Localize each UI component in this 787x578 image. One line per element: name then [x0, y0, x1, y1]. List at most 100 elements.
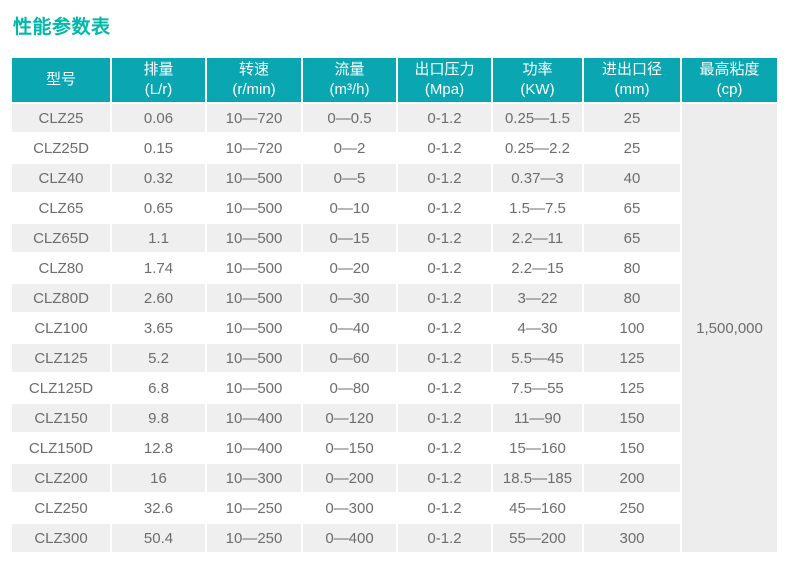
table-header-row: 型号 排量 (L/r) 转速 (r/min) 流量 (m³/h) 出口压力 (Mpa) 功率 (KW… [12, 58, 777, 102]
table-cell: 65 [584, 194, 680, 222]
column-header-model: 型号 [12, 58, 110, 102]
table-cell: 0—60 [303, 344, 396, 372]
table-cell: 5.2 [112, 344, 205, 372]
table-cell: 11—90 [493, 404, 582, 432]
table-cell: 10—500 [207, 344, 301, 372]
column-header-unit: (r/min) [232, 81, 276, 98]
page-title: 性能参数表 [13, 17, 111, 38]
table-cell: 0.37—3 [493, 164, 582, 192]
column-header-unit: (m³/h) [329, 81, 370, 98]
table-cell: 2.2—11 [493, 224, 582, 252]
column-header-displacement: 排量 (L/r) [112, 58, 205, 102]
table-cell: 45—160 [493, 494, 582, 522]
table-cell: 10—500 [207, 284, 301, 312]
table-cell: 3—22 [493, 284, 582, 312]
table-cell: 12.8 [112, 434, 205, 462]
table-cell: 0—30 [303, 284, 396, 312]
table-cell: 125 [584, 344, 680, 372]
table-cell: 15—160 [493, 434, 582, 462]
model-cell: CLZ80D [12, 284, 110, 312]
model-cell: CLZ300 [12, 524, 110, 552]
max-viscosity-cell: 1,500,000 [682, 104, 777, 552]
table-cell: 0-1.2 [398, 134, 491, 162]
table-cell: 2.60 [112, 284, 205, 312]
table-row: CLZ125D 6.8 10—500 0—80 0-1.2 7.5—55 125 [12, 374, 777, 402]
table-cell: 2.2—15 [493, 254, 582, 282]
table-cell: 10—500 [207, 314, 301, 342]
table-cell: 5.5—45 [493, 344, 582, 372]
table-cell: 0.65 [112, 194, 205, 222]
table-cell: 125 [584, 374, 680, 402]
table-cell: 25 [584, 134, 680, 162]
model-cell: CLZ40 [12, 164, 110, 192]
table-cell: 55—200 [493, 524, 582, 552]
table-row: CLZ150D 12.8 10—400 0—150 0-1.2 15—160 150 [12, 434, 777, 462]
column-header-speed: 转速 (r/min) [207, 58, 301, 102]
table-cell: 0-1.2 [398, 194, 491, 222]
table-row: CLZ25 0.06 10—720 0—0.5 0-1.2 0.25—1.5 25 1,500… [12, 104, 777, 552]
table-cell: 0.32 [112, 164, 205, 192]
performance-table: 型号 排量 (L/r) 转速 (r/min) 流量 (m³/h) 出口压力 (Mpa) 功率 (KW… [10, 56, 779, 554]
table-cell: 0-1.2 [398, 284, 491, 312]
table-row: CLZ40 0.32 10—500 0—5 0-1.2 0.37—3 40 [12, 164, 777, 192]
table-cell: 0—120 [303, 404, 396, 432]
table-cell: 150 [584, 404, 680, 432]
model-cell: CLZ125 [12, 344, 110, 372]
table-cell: 0-1.2 [398, 224, 491, 252]
table-cell: 1.74 [112, 254, 205, 282]
table-cell: 250 [584, 494, 680, 522]
table-cell: 9.8 [112, 404, 205, 432]
table-row: CLZ80D 2.60 10—500 0—30 0-1.2 3—22 80 [12, 284, 777, 312]
table-cell: 10—720 [207, 104, 301, 132]
table-cell: 0—80 [303, 374, 396, 402]
table-cell: 0—400 [303, 524, 396, 552]
table-row: CLZ25D 0.15 10—720 0—2 0-1.2 0.25—2.2 25 [12, 134, 777, 162]
table-cell: 1.5—7.5 [493, 194, 582, 222]
table-cell: 0.06 [112, 104, 205, 132]
column-header-name: 排量 [143, 61, 174, 78]
model-cell: CLZ150 [12, 404, 110, 432]
model-cell: CLZ25D [12, 134, 110, 162]
table-cell: 0—0.5 [303, 104, 396, 132]
table-cell: 18.5—185 [493, 464, 582, 492]
table-cell: 10—500 [207, 164, 301, 192]
table-cell: 0—5 [303, 164, 396, 192]
table-cell: 50.4 [112, 524, 205, 552]
column-header-power: 功率 (KW) [493, 58, 582, 102]
table-cell: 0-1.2 [398, 374, 491, 402]
table-cell: 10—400 [207, 434, 301, 462]
table-cell: 10—300 [207, 464, 301, 492]
table-cell: 0—150 [303, 434, 396, 462]
table-cell: 25 [584, 104, 680, 132]
table-cell: 80 [584, 254, 680, 282]
table-cell: 100 [584, 314, 680, 342]
table-cell: 10—500 [207, 374, 301, 402]
table-cell: 0.25—2.2 [493, 134, 582, 162]
table-cell: 0—15 [303, 224, 396, 252]
table-cell: 65 [584, 224, 680, 252]
column-header-name: 型号 [45, 71, 76, 88]
model-cell: CLZ250 [12, 494, 110, 522]
column-header-unit: (Mpa) [424, 81, 465, 98]
table-cell: 10—400 [207, 404, 301, 432]
table-row: CLZ125 5.2 10—500 0—60 0-1.2 5.5—45 125 [12, 344, 777, 372]
table-cell: 40 [584, 164, 680, 192]
table-cell: 0—200 [303, 464, 396, 492]
model-cell: CLZ125D [12, 374, 110, 402]
table-cell: 32.6 [112, 494, 205, 522]
table-cell: 80 [584, 284, 680, 312]
model-cell: CLZ200 [12, 464, 110, 492]
table-row: CLZ65 0.65 10—500 0—10 0-1.2 1.5—7.5 65 [12, 194, 777, 222]
table-cell: 3.65 [112, 314, 205, 342]
table-cell: 0-1.2 [398, 254, 491, 282]
table-row: CLZ300 50.4 10—250 0—400 0-1.2 55—200 300 [12, 524, 777, 552]
table-cell: 150 [584, 434, 680, 462]
table-row: CLZ200 16 10—300 0—200 0-1.2 18.5—185 200 [12, 464, 777, 492]
table-body: CLZ25 0.06 10—720 0—0.5 0-1.2 0.25—1.5 25 1,500… [12, 104, 777, 552]
table-cell: 0-1.2 [398, 524, 491, 552]
table-cell: 0-1.2 [398, 344, 491, 372]
table-cell: 0-1.2 [398, 314, 491, 342]
table-cell: 4—30 [493, 314, 582, 342]
column-header-name: 最高粘度 [699, 61, 760, 78]
table-cell: 1.1 [112, 224, 205, 252]
